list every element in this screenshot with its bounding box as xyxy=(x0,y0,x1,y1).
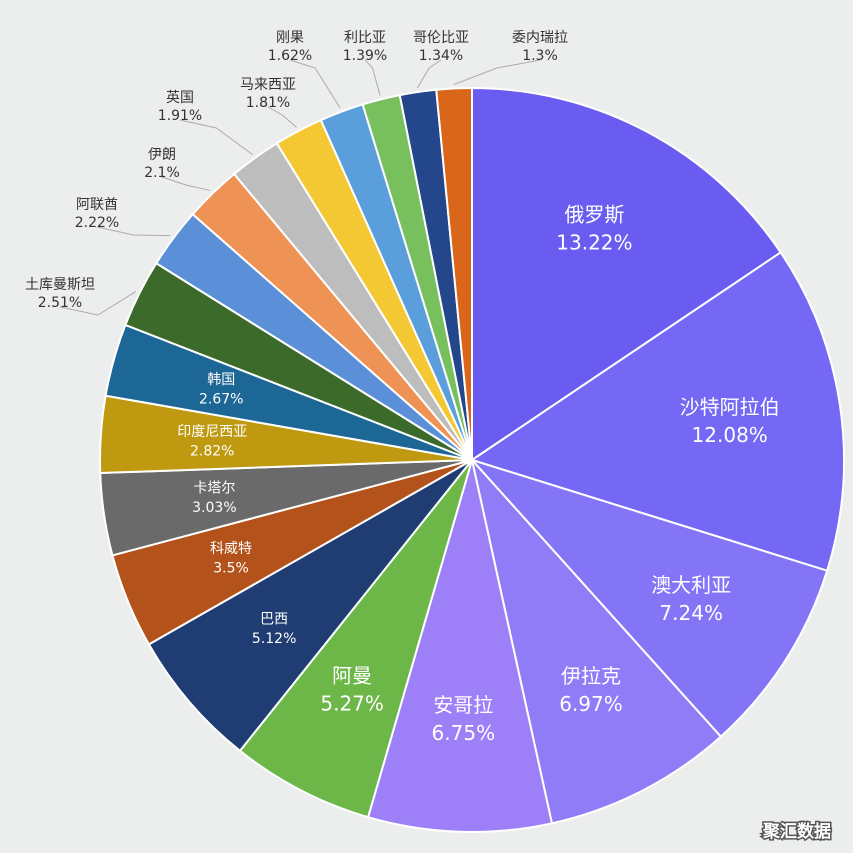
leader-line xyxy=(179,119,253,156)
pie-slice xyxy=(435,86,473,461)
slice-name: 阿联酋 xyxy=(76,196,118,213)
slice-name: 澳大利亚 xyxy=(651,573,731,597)
slice-label: 1.62% xyxy=(268,48,312,64)
leader-line xyxy=(59,291,137,316)
slice-label: 2.22% xyxy=(75,215,119,231)
leader-line xyxy=(267,106,297,128)
leader-line xyxy=(416,59,442,89)
slice-label: 6.75% xyxy=(432,721,496,745)
slice-name: 安哥拉 xyxy=(433,693,493,717)
slice-label: 2.51% xyxy=(38,295,82,311)
slice-name: 委内瑞拉 xyxy=(512,30,568,46)
slice-label: 2.67% xyxy=(199,392,243,408)
slice-name: 利比亚 xyxy=(344,30,386,46)
pie-slice xyxy=(471,86,783,462)
slice-name: 俄罗斯 xyxy=(564,203,624,227)
slice-label: 1.91% xyxy=(158,108,202,124)
slice-label: 2.1% xyxy=(144,165,180,181)
pie-slice xyxy=(470,456,723,825)
slice-name: 英国 xyxy=(166,89,194,106)
slice-name: 马来西亚 xyxy=(240,77,296,93)
pie-slice xyxy=(366,459,554,833)
slice-label: 3.5% xyxy=(213,561,249,577)
leader-line xyxy=(289,59,341,109)
slice-label: 3.03% xyxy=(192,500,236,516)
slice-name: 阿曼 xyxy=(332,664,372,688)
watermark: 聚汇数据 xyxy=(762,821,831,842)
slice-name: 科威特 xyxy=(210,541,252,557)
slice-label: 5.27% xyxy=(320,692,384,716)
slice-label: 13.22% xyxy=(556,231,632,255)
slice-label: 12.08% xyxy=(692,423,768,447)
slice-label: 1.34% xyxy=(419,48,463,64)
leader-line xyxy=(453,59,541,85)
slice-name: 哥伦比亚 xyxy=(413,30,469,46)
slice-name: 韩国 xyxy=(207,372,235,388)
slice-name: 沙特阿拉伯 xyxy=(680,395,780,419)
pie-slice xyxy=(468,457,829,738)
leader-line xyxy=(364,59,381,96)
slice-name: 伊拉克 xyxy=(561,664,621,688)
slice-name: 巴西 xyxy=(260,612,288,628)
slice-name: 印度尼西亚 xyxy=(177,424,247,440)
slice-label: 1.39% xyxy=(343,48,387,64)
slice-name: 土库曼斯坦 xyxy=(25,277,95,293)
slice-label: 1.81% xyxy=(246,95,290,111)
slice-label: 5.12% xyxy=(252,631,296,647)
slice-label: 6.97% xyxy=(559,692,623,716)
slice-label: 1.3% xyxy=(522,48,558,64)
slice-label: 7.24% xyxy=(659,601,723,625)
pie-slice xyxy=(238,459,473,819)
pie-slice xyxy=(147,459,473,753)
pie-slice xyxy=(469,251,845,572)
slice-name: 卡塔尔 xyxy=(193,480,235,496)
leader-line xyxy=(96,226,171,237)
slice-label: 2.82% xyxy=(190,444,234,460)
slice-name: 伊朗 xyxy=(148,147,176,163)
leader-line xyxy=(161,176,210,191)
slice-name: 刚果 xyxy=(276,30,304,46)
